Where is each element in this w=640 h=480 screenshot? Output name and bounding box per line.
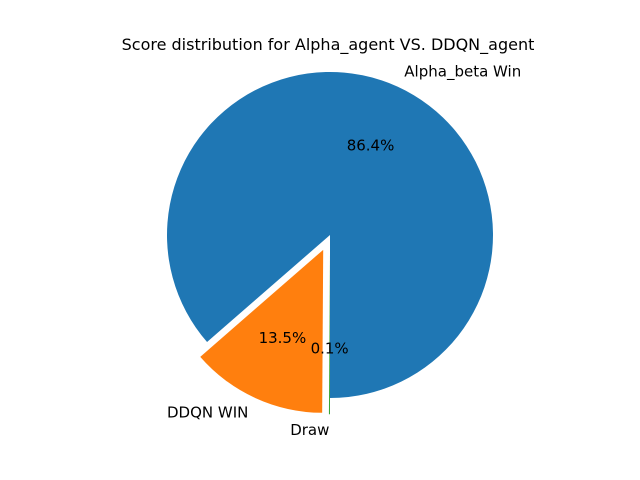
labels-layer: Alpha_beta Win 86.4% DDQN WIN 13.5% Draw 0.1% bbox=[167, 62, 521, 439]
pie-slice-2 bbox=[328, 251, 330, 415]
slice-label-2: Draw bbox=[290, 421, 329, 439]
slice-label-0: Alpha_beta Win bbox=[404, 62, 521, 81]
pie-slice-0 bbox=[166, 71, 493, 398]
slice-percent-2: 0.1% bbox=[311, 340, 349, 358]
chart-title: Score distribution for Alpha_agent VS. D… bbox=[122, 35, 535, 55]
slice-percent-1: 13.5% bbox=[259, 329, 307, 347]
slice-label-1: DDQN WIN bbox=[167, 403, 248, 421]
slice-percent-0: 86.4% bbox=[347, 136, 395, 154]
slices-layer bbox=[166, 71, 493, 415]
pie-slice-1 bbox=[200, 249, 324, 413]
